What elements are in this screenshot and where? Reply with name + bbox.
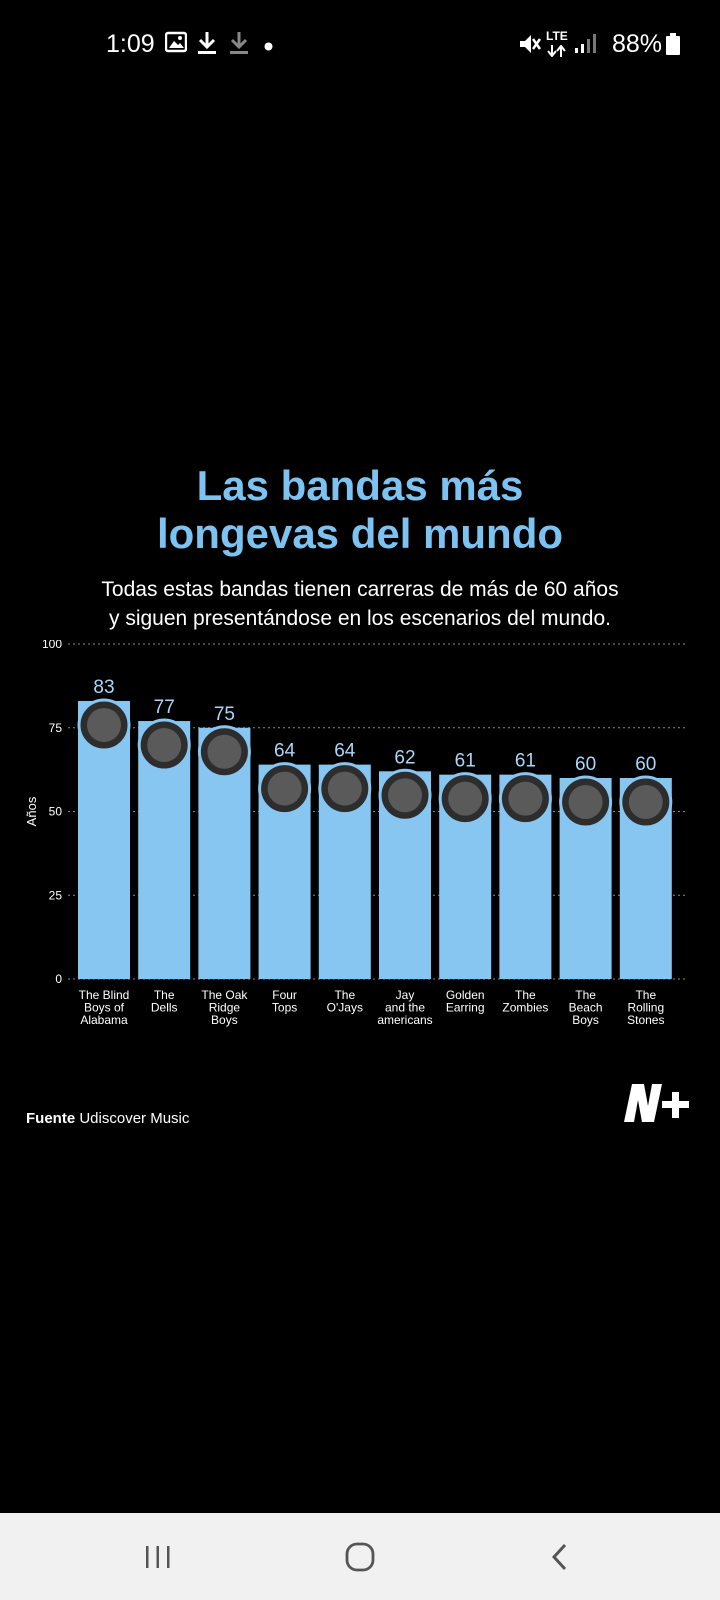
bar-value-label: 64 bbox=[334, 741, 356, 762]
status-time: 1:09 bbox=[106, 30, 155, 58]
x-tick-label: O'Jays bbox=[327, 1001, 363, 1015]
x-tick-label: Boys bbox=[572, 1013, 599, 1027]
x-tick-label: Earring bbox=[446, 1001, 485, 1015]
x-tick-label: The bbox=[515, 988, 536, 1002]
chart-title: Las bandas más longevas del mundo bbox=[0, 462, 720, 558]
band-photo-avatar bbox=[267, 771, 302, 806]
y-tick-label: 0 bbox=[55, 972, 62, 986]
x-tick-label: Boys bbox=[211, 1013, 238, 1027]
x-tick-label: Rolling bbox=[627, 1001, 664, 1015]
x-tick-label: Beach bbox=[569, 1001, 603, 1015]
source-label: Fuente bbox=[26, 1110, 76, 1127]
source-value: Udiscover Music bbox=[79, 1110, 190, 1127]
x-tick-label: Boys of bbox=[84, 1001, 125, 1015]
band-photo-avatar bbox=[207, 734, 242, 769]
x-tick-label: Alabama bbox=[80, 1013, 128, 1027]
y-tick-label: 50 bbox=[49, 805, 63, 819]
band-photo-avatar bbox=[568, 785, 603, 819]
source-note: Fuente Udiscover Music bbox=[26, 1110, 189, 1127]
x-tick-label: The bbox=[635, 988, 656, 1002]
x-tick-label: The bbox=[154, 988, 175, 1002]
signal-icon bbox=[574, 34, 596, 59]
mute-icon bbox=[517, 32, 542, 61]
system-nav-bar bbox=[0, 1513, 720, 1600]
chart-subtitle: Todas estas bandas tienen carreras de má… bbox=[0, 575, 720, 633]
x-tick-label: The bbox=[334, 988, 355, 1002]
y-tick-label: 75 bbox=[49, 721, 63, 735]
download-icon bbox=[196, 31, 218, 60]
x-tick-label: Four bbox=[272, 988, 297, 1002]
band-photo-avatar bbox=[87, 707, 121, 742]
chart-subtitle-line: y siguen presentándose en los escenarios… bbox=[109, 607, 611, 630]
y-tick-label: 25 bbox=[49, 888, 63, 902]
bar-value-label: 61 bbox=[455, 751, 476, 772]
x-tick-label: Zombies bbox=[502, 1001, 548, 1015]
data-arrows-icon bbox=[547, 44, 567, 62]
recent-apps-icon bbox=[146, 1545, 170, 1568]
bar-value-label: 83 bbox=[93, 677, 114, 698]
battery-icon bbox=[666, 33, 680, 60]
home-button[interactable] bbox=[300, 1513, 420, 1600]
network-type-label: LTE bbox=[546, 29, 568, 43]
y-axis-label: Años bbox=[24, 796, 39, 826]
bar-value-label: 61 bbox=[515, 751, 536, 772]
download-icon bbox=[228, 31, 250, 60]
band-photo-avatar bbox=[147, 728, 182, 763]
bar-value-label: 60 bbox=[635, 754, 656, 775]
x-tick-label: Tops bbox=[272, 1001, 297, 1015]
gallery-icon bbox=[164, 31, 188, 58]
back-arrow-icon bbox=[551, 1543, 567, 1570]
chart-title-line: longevas del mundo bbox=[156, 510, 564, 557]
bar-value-label: 60 bbox=[575, 754, 596, 775]
bar-value-label: 77 bbox=[154, 697, 175, 718]
x-tick-label: The Blind bbox=[79, 988, 130, 1002]
x-tick-label: Stones bbox=[627, 1013, 664, 1027]
notification-dot-icon bbox=[264, 38, 273, 56]
x-tick-label: Jay bbox=[396, 988, 415, 1002]
brand-logo bbox=[618, 1082, 694, 1131]
band-photo-avatar bbox=[448, 781, 483, 816]
bar-value-label: 62 bbox=[394, 747, 415, 768]
band-photo-avatar bbox=[388, 778, 422, 813]
x-tick-label: Ridge bbox=[209, 1001, 241, 1015]
band-photo-avatar bbox=[327, 771, 362, 806]
band-photo-avatar bbox=[508, 781, 543, 816]
chart-title-line: Las bandas más bbox=[196, 462, 524, 509]
recent-apps-button[interactable] bbox=[98, 1513, 218, 1600]
chart-subtitle-line: Todas estas bandas tienen carreras de má… bbox=[101, 578, 619, 601]
x-tick-label: The bbox=[575, 988, 596, 1002]
x-tick-label: Dells bbox=[151, 1001, 178, 1015]
y-tick-label: 100 bbox=[42, 640, 62, 651]
home-icon bbox=[345, 1542, 375, 1571]
bar-value-label: 64 bbox=[274, 741, 296, 762]
x-tick-label: The Oak bbox=[201, 988, 248, 1002]
x-tick-label: and the bbox=[385, 1001, 425, 1015]
band-photo-avatar bbox=[628, 785, 663, 819]
x-tick-label: Golden bbox=[446, 988, 485, 1002]
status-bar: 1:09 LTE 88% bbox=[0, 0, 720, 90]
battery-percent: 88% bbox=[612, 30, 663, 58]
x-tick-label: americans bbox=[377, 1013, 432, 1027]
back-button[interactable] bbox=[500, 1513, 620, 1600]
bar-value-label: 75 bbox=[214, 704, 235, 725]
